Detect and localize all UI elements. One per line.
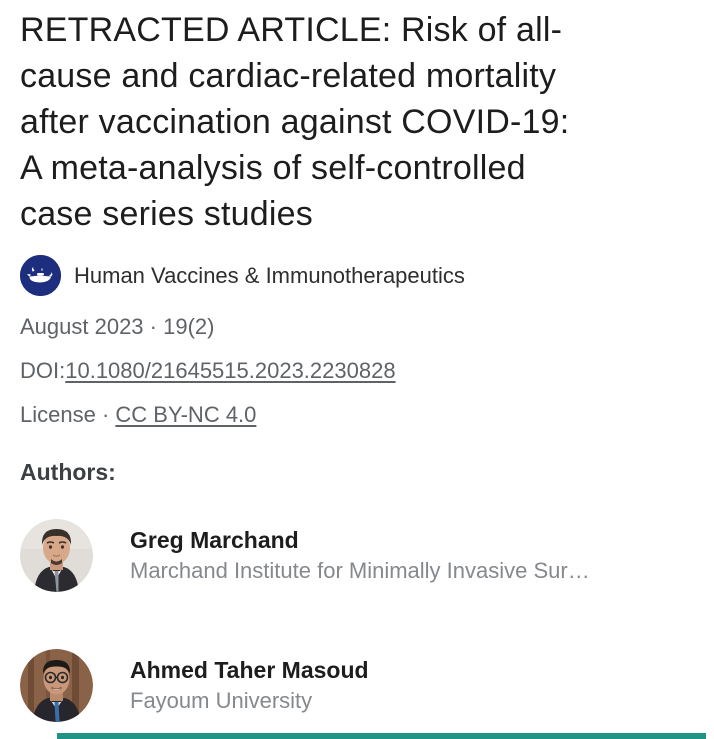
license-link[interactable]: CC BY-NC 4.0 xyxy=(115,402,257,427)
authors-heading: Authors: xyxy=(20,459,116,485)
journal-logo-lamp-icon xyxy=(20,255,61,296)
bottom-teal-bar xyxy=(57,733,706,739)
avatar[interactable] xyxy=(20,649,93,722)
author-row-greg-marchand[interactable]: Greg Marchand Marchand Institute for Min… xyxy=(20,519,696,592)
publication-date-volume: August 2023 · 19(2) xyxy=(20,314,215,339)
article-title-line: A meta-analysis of self-controlled xyxy=(20,149,526,187)
article-title-line: after vaccination against COVID-19: xyxy=(20,103,570,141)
article-header-page: RETRACTED ARTICLE: Risk of all- cause an… xyxy=(20,7,696,722)
doi-label: DOI: xyxy=(20,358,66,383)
author-name[interactable]: Greg Marchand xyxy=(130,527,299,553)
article-title: RETRACTED ARTICLE: Risk of all- cause an… xyxy=(20,7,696,237)
doi-row: DOI:10.1080/21645515.2023.2230828 xyxy=(20,358,696,384)
journal-name[interactable]: Human Vaccines & Immunotherapeutics xyxy=(74,262,465,288)
author-affiliation: Fayoum University xyxy=(130,688,313,713)
author-affiliation: Marchand Institute for Minimally Invasiv… xyxy=(130,558,590,583)
license-label: License · xyxy=(20,402,116,427)
doi-link[interactable]: 10.1080/21645515.2023.2230828 xyxy=(65,358,396,383)
author-info: Ahmed Taher Masoud Fayoum University xyxy=(130,655,369,716)
article-title-line: cause and cardiac-related mortality xyxy=(20,57,557,95)
journal-link-row[interactable]: Human Vaccines & Immunotherapeutics xyxy=(20,255,696,296)
avatar[interactable] xyxy=(20,519,93,592)
author-row-ahmed-taher-masoud[interactable]: Ahmed Taher Masoud Fayoum University xyxy=(20,649,696,722)
article-title-line: RETRACTED ARTICLE: Risk of all- xyxy=(20,11,563,49)
author-info: Greg Marchand Marchand Institute for Min… xyxy=(130,525,590,586)
article-title-line: case series studies xyxy=(20,195,313,233)
author-name[interactable]: Ahmed Taher Masoud xyxy=(130,657,369,683)
license-row: License · CC BY-NC 4.0 xyxy=(20,402,696,428)
